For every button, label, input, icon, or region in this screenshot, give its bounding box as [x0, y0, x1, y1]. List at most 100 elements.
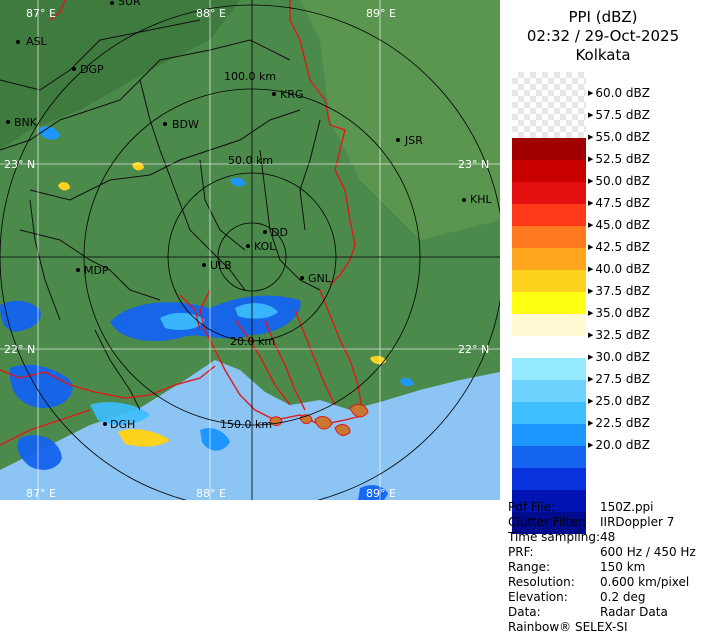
legend-value: 22.5 dBZ — [595, 416, 650, 430]
legend-label: ▶ 25.0 dBZ — [588, 394, 650, 408]
legend-value: 47.5 dBZ — [595, 196, 650, 210]
product-datetime: 02:32 / 29-Oct-2025 — [526, 27, 680, 45]
grid-label-bottom-88e: 88° E — [196, 487, 226, 500]
triangle-marker-icon: ▶ — [588, 375, 594, 383]
range-label-50km: 50.0 km — [228, 154, 273, 167]
meta-row: Resolution: 0.600 km/pixel — [508, 575, 706, 590]
meta-value: 600 Hz / 450 Hz — [600, 545, 696, 559]
legend-swatch — [512, 380, 586, 402]
meta-row: Data: Radar Data — [508, 605, 706, 620]
meta-key: Range: — [508, 560, 551, 574]
legend-value: 35.0 dBZ — [595, 306, 650, 320]
triangle-marker-icon: ▶ — [588, 221, 594, 229]
range-label-150km: 150.0 km — [220, 418, 272, 431]
legend-swatch — [512, 358, 586, 380]
place-label-dgh: DGH — [110, 418, 135, 431]
triangle-marker-icon: ▶ — [588, 133, 594, 141]
legend-label: ▶ 22.5 dBZ — [588, 416, 650, 430]
meta-value: 0.600 km/pixel — [600, 575, 690, 589]
triangle-marker-icon: ▶ — [588, 243, 594, 251]
legend-value: 30.0 dBZ — [595, 350, 650, 364]
meta-key: Elevation: — [508, 590, 568, 604]
place-label-dgp: DGP — [80, 63, 104, 76]
place-label-kol: KOL — [254, 240, 276, 253]
grid-label-top-89e: 89° E — [366, 7, 396, 20]
echoes-strong — [58, 162, 386, 447]
legend-label: ▶ 42.5 dBZ — [588, 240, 650, 254]
place-label-bnk: BNK — [14, 116, 38, 129]
echoes-mid — [90, 303, 278, 425]
legend-swatch — [512, 336, 586, 358]
legend-value: 32.5 dBZ — [595, 328, 650, 342]
legend-swatch — [512, 512, 586, 534]
legend-swatch — [512, 226, 586, 248]
place-label-ulb: ULB — [210, 259, 232, 272]
legend-value: 50.0 dBZ — [595, 174, 650, 188]
legend-swatch — [512, 446, 586, 468]
meta-row: Elevation: 0.2 deg — [508, 590, 706, 605]
radar-map[interactable]: 50.0 km 100.0 km 20.0 km 150.0 km 87° E … — [0, 0, 500, 500]
legend-label: ▶ 45.0 dBZ — [588, 218, 650, 232]
legend-label: ▶ 27.5 dBZ — [588, 372, 650, 386]
meta-row: Range: 150 km — [508, 560, 706, 575]
triangle-marker-icon: ▶ — [588, 111, 594, 119]
triangle-marker-icon: ▶ — [588, 177, 594, 185]
legend-value: 60.0 dBZ — [595, 86, 650, 100]
triangle-marker-icon: ▶ — [588, 287, 594, 295]
legend-label: ▶ 20.0 dBZ — [588, 438, 650, 452]
triangle-marker-icon: ▶ — [588, 199, 594, 207]
place-markers — [6, 1, 466, 426]
legend-value: 45.0 dBZ — [595, 218, 650, 232]
meta-key: Data: — [508, 605, 541, 619]
triangle-marker-icon: ▶ — [588, 353, 594, 361]
grid-label-top-88e: 88° E — [196, 7, 226, 20]
legend-swatch — [512, 160, 586, 182]
triangle-marker-icon: ▶ — [588, 331, 594, 339]
product-header: PPI (dBZ) 02:32 / 29-Oct-2025 Kolkata — [500, 8, 706, 65]
terrain-plain — [300, 0, 500, 240]
legend-value: 52.5 dBZ — [595, 152, 650, 166]
legend-swatch — [512, 182, 586, 204]
legend-label: ▶ 47.5 dBZ — [588, 196, 650, 210]
legend-swatch — [512, 402, 586, 424]
place-label-dd: DD — [271, 226, 288, 239]
legend-swatch — [512, 468, 586, 490]
meta-value: Radar Data — [600, 605, 668, 619]
product-title: PPI (dBZ) — [568, 8, 638, 26]
meta-row: PRF: 600 Hz / 450 Hz — [508, 545, 706, 560]
legend-label: ▶ 35.0 dBZ — [588, 306, 650, 320]
delta-islands — [269, 404, 369, 436]
meta-value: IIRDoppler 7 — [600, 515, 675, 529]
meta-row: Clutter Filter: IIRDoppler 7 — [508, 515, 706, 530]
legend-swatch — [512, 314, 586, 336]
triangle-marker-icon: ▶ — [588, 155, 594, 163]
lat-lon-grid — [0, 0, 500, 500]
triangle-marker-icon: ▶ — [588, 441, 594, 449]
legend-label: ▶ 40.0 dBZ — [588, 262, 650, 276]
place-label-krg: KRG — [280, 88, 303, 101]
legend-value: 55.0 dBZ — [595, 130, 650, 144]
range-label-20km: 20.0 km — [230, 335, 275, 348]
legend-label: ▶ 52.5 dBZ — [588, 152, 650, 166]
place-label-asl: ASL — [26, 35, 48, 48]
grid-label-top-87e: 87° E — [26, 7, 56, 20]
legend-value: 40.0 dBZ — [595, 262, 650, 276]
legend-label: ▶ 30.0 dBZ — [588, 350, 650, 364]
range-rings — [0, 0, 500, 500]
legend-label: ▶ 37.5 dBZ — [588, 284, 650, 298]
grid-label-bottom-87e: 87° E — [26, 487, 56, 500]
place-label-khl: KHL — [470, 193, 492, 206]
legend-label: ▶ 32.5 dBZ — [588, 328, 650, 342]
triangle-marker-icon: ▶ — [588, 89, 594, 97]
district-boundaries — [0, 19, 321, 411]
range-label-100km: 100.0 km — [224, 70, 276, 83]
triangle-marker-icon: ▶ — [588, 397, 594, 405]
triangle-marker-icon: ▶ — [588, 265, 594, 273]
legend-label: ▶ 60.0 dBZ — [588, 86, 650, 100]
grid-label-left-22n: 22° N — [4, 343, 35, 356]
meta-key: Time sampling: — [508, 530, 601, 544]
place-label-gnl: GNL — [308, 272, 332, 285]
meta-value: 0.2 deg — [600, 590, 646, 604]
meta-key: PRF: — [508, 545, 534, 559]
legend-swatch — [512, 424, 586, 446]
